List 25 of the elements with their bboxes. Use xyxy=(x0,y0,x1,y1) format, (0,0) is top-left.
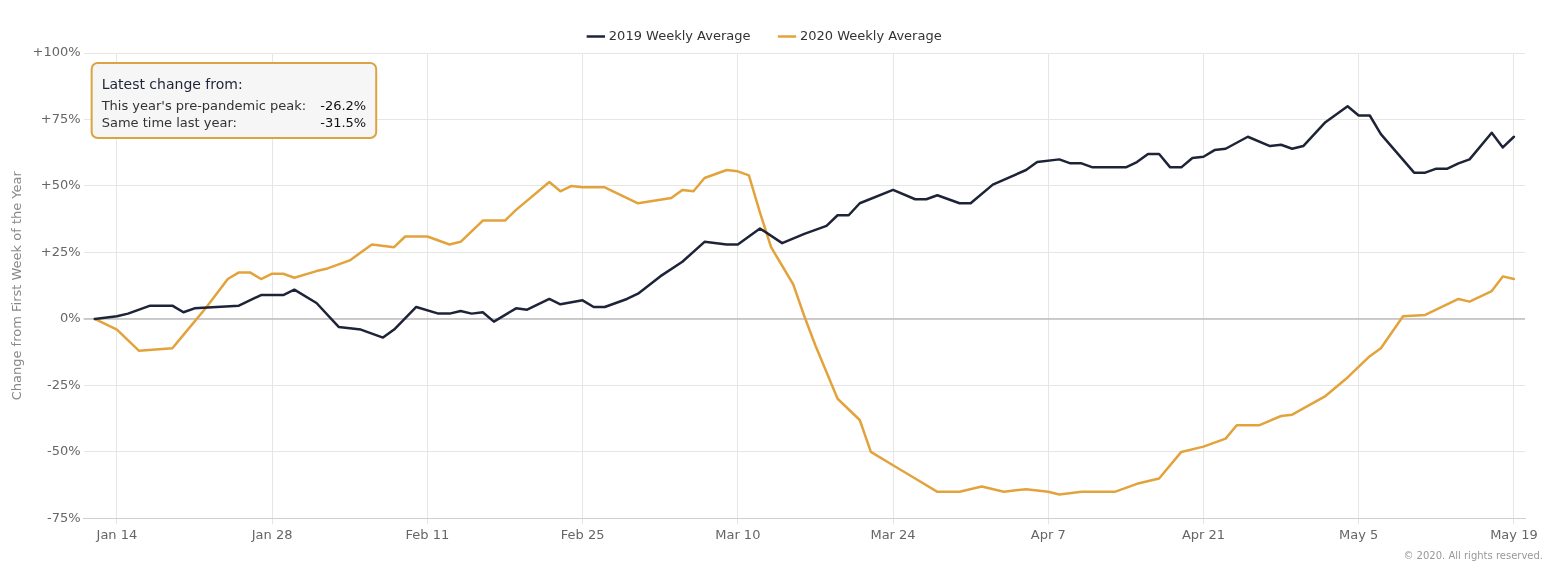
y-tick-label: +25% xyxy=(40,243,81,259)
x-tick-label: May 19 xyxy=(1490,526,1538,542)
annotation: This year's pre-pandemic peak: -26.2% xyxy=(100,98,367,114)
y-tick-label: -25% xyxy=(47,376,81,392)
x-tick-label: Jan 14 xyxy=(95,526,138,542)
y-tick-label: -75% xyxy=(47,509,81,525)
x-tick-label: Feb 25 xyxy=(560,526,605,542)
x-tick-label: May 5 xyxy=(1339,526,1379,542)
y-tick-label: +75% xyxy=(40,110,81,126)
y-tick-label: +100% xyxy=(32,44,81,60)
legend-label: 2020 Weekly Average xyxy=(800,27,942,43)
y-tick-label: -50% xyxy=(47,443,81,459)
x-tick-label: Mar 24 xyxy=(870,526,916,542)
x-tick-label: Apr 21 xyxy=(1181,526,1226,542)
x-tick-label: Mar 10 xyxy=(715,526,761,542)
x-tick-label: Jan 28 xyxy=(250,526,293,542)
annotation: Latest change from: xyxy=(101,75,243,92)
text: Same time last year: -31.5% xyxy=(101,115,367,131)
y-tick-label: +50% xyxy=(40,177,81,193)
y-tick-label: 0% xyxy=(60,310,81,326)
x-tick-label: Apr 7 xyxy=(1030,526,1066,542)
legend-label: 2019 Weekly Average xyxy=(608,27,751,43)
y-axis-title: Change from First Week of the Year xyxy=(9,170,25,401)
text: © 2020. All rights reserved. xyxy=(1403,549,1543,561)
x-tick-label: Feb 11 xyxy=(405,526,450,542)
